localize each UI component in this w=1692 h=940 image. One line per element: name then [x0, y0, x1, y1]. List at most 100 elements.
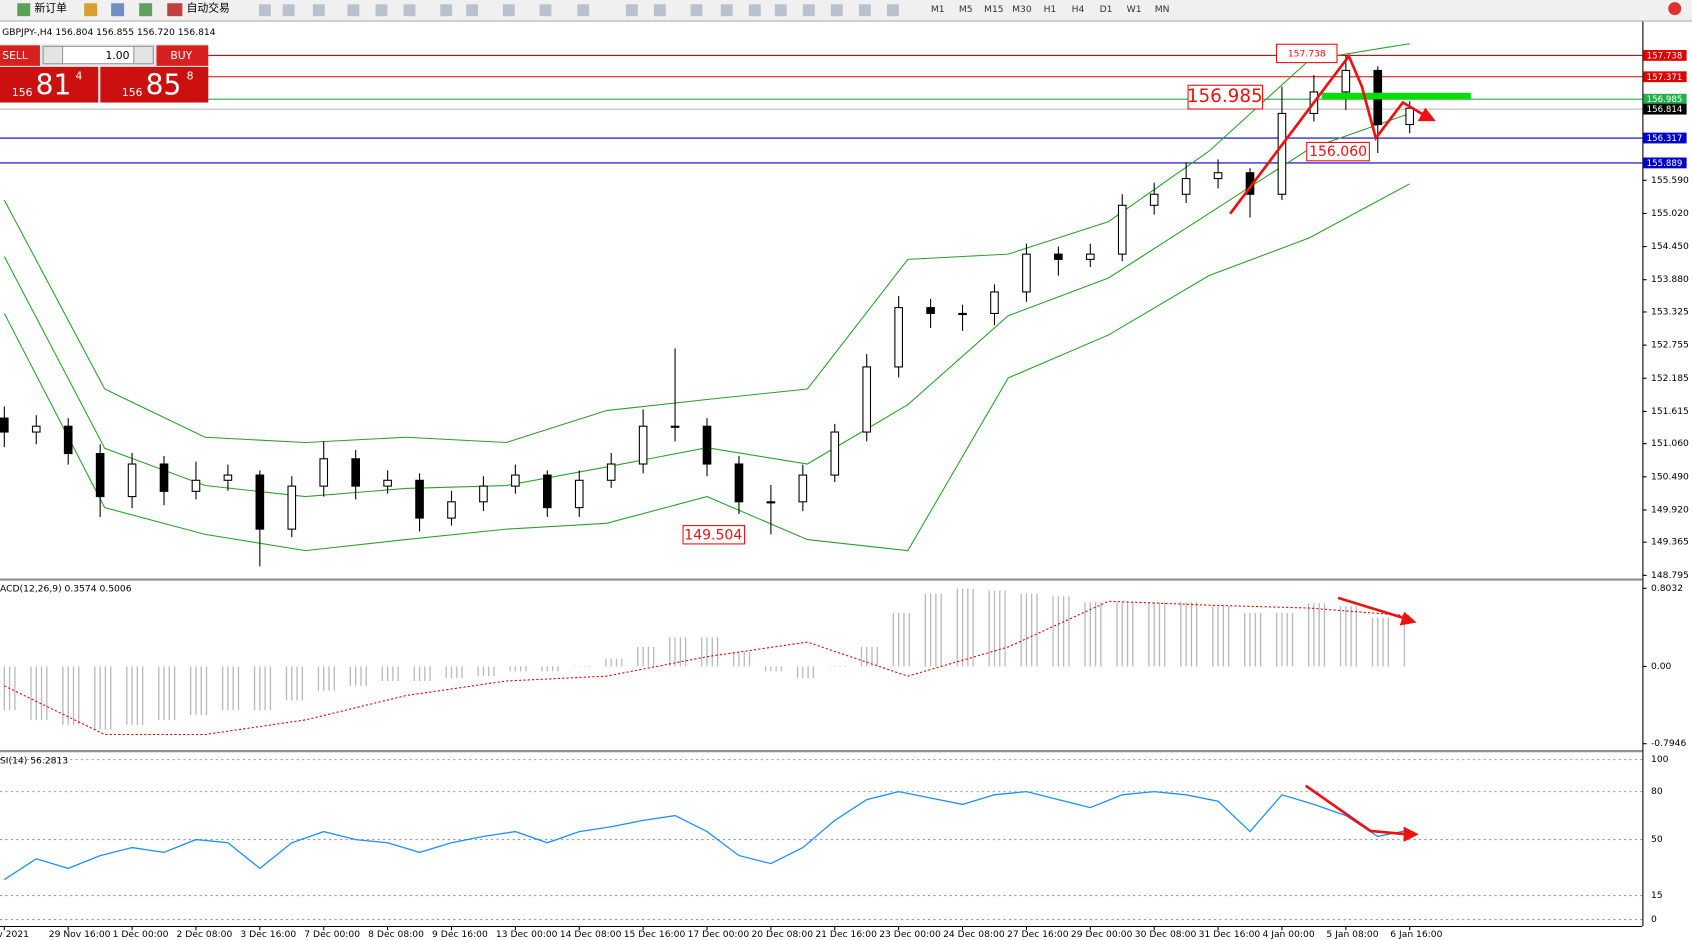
toolbar-icon[interactable]: [258, 4, 271, 17]
toolbar-icon[interactable]: [466, 4, 479, 17]
toolbar-icon[interactable]: [577, 4, 590, 17]
macd-bar: [520, 666, 522, 672]
toolbar-icon[interactable]: [887, 4, 899, 17]
toolbar-icon[interactable]: [720, 4, 733, 17]
macd-bar: [190, 666, 192, 716]
alert-icon[interactable]: [1668, 2, 1682, 16]
macd-bar: [839, 666, 841, 667]
toolbar-icon[interactable]: [403, 4, 416, 17]
toolbar-icon[interactable]: [830, 4, 843, 17]
timeframe-button[interactable]: W1: [1127, 4, 1142, 15]
toolbar-icon[interactable]: [282, 4, 295, 17]
bid-pip[interactable]: 4: [76, 70, 83, 83]
candle-body: [223, 474, 233, 481]
macd-bar: [1185, 602, 1187, 667]
macd-bar: [1217, 606, 1219, 667]
toolbar-icon[interactable]: [440, 4, 453, 17]
ask-big[interactable]: 85: [146, 68, 182, 101]
y-tick-label: 153.325: [1651, 306, 1689, 317]
buy-button[interactable]: [156, 45, 209, 66]
macd-bar: [1227, 606, 1230, 667]
toolbar-icon[interactable]: [84, 3, 98, 17]
macd-arrow: [1337, 596, 1406, 620]
timeframe-button[interactable]: M5: [959, 4, 973, 15]
candle-body: [63, 425, 73, 455]
macd-bar: [1094, 602, 1097, 667]
buy-label[interactable]: BUY: [170, 49, 192, 62]
macd-bar: [285, 666, 288, 701]
annotation: 149.504: [684, 527, 742, 543]
toolbar-icon[interactable]: [347, 4, 360, 17]
macd-bar: [733, 651, 735, 667]
macd-bar: [205, 666, 208, 716]
timeframe-button[interactable]: H4: [1072, 4, 1085, 15]
macd-bar: [72, 666, 75, 725]
x-tick-label: 29 Dec 00:00: [1071, 929, 1133, 940]
toolbar-icon[interactable]: [539, 4, 552, 17]
bid-box[interactable]: [0, 66, 99, 103]
toolbar-icon[interactable]: [625, 4, 638, 17]
timeframe-button[interactable]: M15: [984, 4, 1004, 15]
candle-body: [1213, 172, 1223, 180]
timeframe-button[interactable]: H1: [1044, 4, 1057, 15]
toolbar-icon[interactable]: [748, 4, 761, 17]
macd-bar: [1403, 622, 1406, 667]
toolbar-icon[interactable]: [139, 3, 153, 17]
macd-bar: [637, 646, 639, 667]
macd-bar: [956, 588, 958, 667]
macd-bar: [424, 666, 426, 682]
toolbar-icon[interactable]: [111, 3, 125, 17]
timeframe-button[interactable]: M1: [931, 4, 945, 15]
level-label-bg: [1643, 93, 1687, 105]
macd-bar: [104, 666, 107, 730]
candle-body: [574, 479, 584, 509]
timeframe-button[interactable]: D1: [1100, 4, 1113, 15]
trade-panel: SELL 1.00 BUY 156 81 4 156 85 8: [0, 44, 209, 103]
macd-bar: [456, 666, 458, 679]
toolbar-icon[interactable]: [312, 4, 325, 17]
timeframe-button[interactable]: M30: [1012, 4, 1032, 15]
auto-trading-icon[interactable]: [167, 3, 183, 17]
rsi-title: SI(14) 56.2813: [0, 755, 68, 766]
toolbar-icon[interactable]: [653, 4, 666, 17]
ask-pip[interactable]: 8: [187, 70, 194, 83]
macd-bar: [1281, 612, 1283, 667]
macd-bar: [605, 658, 607, 667]
new-order-button[interactable]: 新订单: [35, 2, 68, 15]
bollinger-upper: [3, 43, 1410, 444]
bid-big[interactable]: 81: [36, 68, 72, 101]
ask-box[interactable]: [100, 66, 209, 103]
candle-body: [511, 474, 520, 487]
macd-bar: [221, 666, 224, 711]
macd-bar: [1148, 602, 1150, 667]
toolbar-icon[interactable]: [502, 4, 515, 17]
bid-prefix[interactable]: 156: [12, 86, 33, 99]
macd-bar: [62, 666, 64, 725]
macd-bar: [647, 646, 650, 667]
macd-bar: [903, 612, 905, 667]
macd-bar: [1318, 603, 1320, 667]
sell-label[interactable]: SELL: [2, 49, 28, 62]
toolbar-icon[interactable]: [774, 4, 787, 17]
lots-up[interactable]: [133, 45, 154, 65]
macd-bar: [796, 666, 799, 679]
toolbar-icon[interactable]: [375, 4, 388, 17]
macd-bar: [1068, 596, 1070, 667]
macd-bar: [1190, 602, 1193, 667]
new-order-icon[interactable]: [17, 3, 31, 17]
symbol-title: GBPJPY-,H4 156.804 156.855 156.720 156.8…: [2, 27, 216, 38]
toolbar-icon[interactable]: [802, 4, 815, 17]
x-tick-label: 8 Dec 08:00: [368, 929, 424, 940]
level-label-bg: [1643, 50, 1687, 61]
toolbar-icon[interactable]: [690, 4, 703, 17]
lots-down[interactable]: [42, 45, 64, 65]
ask-prefix[interactable]: 156: [122, 86, 143, 99]
x-tick-label: 5 Jan 08:00: [1326, 929, 1378, 940]
x-tick-label: 24 Dec 08:00: [943, 929, 1005, 940]
toolbar-icon[interactable]: [858, 4, 871, 17]
sell-button[interactable]: [0, 45, 40, 66]
macd-bar: [578, 666, 580, 667]
lots-value[interactable]: 1.00: [105, 49, 129, 62]
auto-trading-button[interactable]: 自动交易: [187, 2, 230, 15]
timeframe-button[interactable]: MN: [1155, 4, 1170, 15]
